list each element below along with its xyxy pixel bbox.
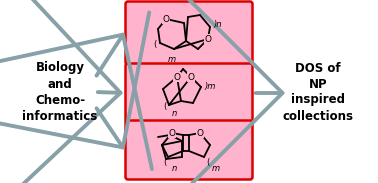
Text: O: O (197, 128, 203, 137)
Text: (: ( (163, 158, 166, 167)
Text: m: m (212, 164, 220, 173)
Text: DOS of
NP
inspired
collections: DOS of NP inspired collections (282, 61, 353, 122)
Text: Biology
and
Chemo-
informatics: Biology and Chemo- informatics (22, 61, 98, 122)
FancyBboxPatch shape (125, 64, 253, 122)
Text: O: O (163, 14, 169, 23)
Text: O: O (204, 35, 212, 44)
Text: (: ( (154, 40, 157, 49)
FancyBboxPatch shape (125, 120, 253, 180)
Text: )m: )m (205, 83, 216, 92)
Text: O: O (174, 72, 181, 81)
Text: (: ( (163, 102, 166, 111)
Text: O: O (169, 128, 175, 137)
Text: O: O (187, 72, 195, 81)
Text: (: ( (206, 158, 209, 167)
Text: m: m (168, 55, 176, 64)
FancyBboxPatch shape (125, 1, 253, 64)
Text: n: n (172, 109, 177, 118)
Text: )n: )n (214, 20, 223, 29)
Text: n: n (172, 164, 177, 173)
